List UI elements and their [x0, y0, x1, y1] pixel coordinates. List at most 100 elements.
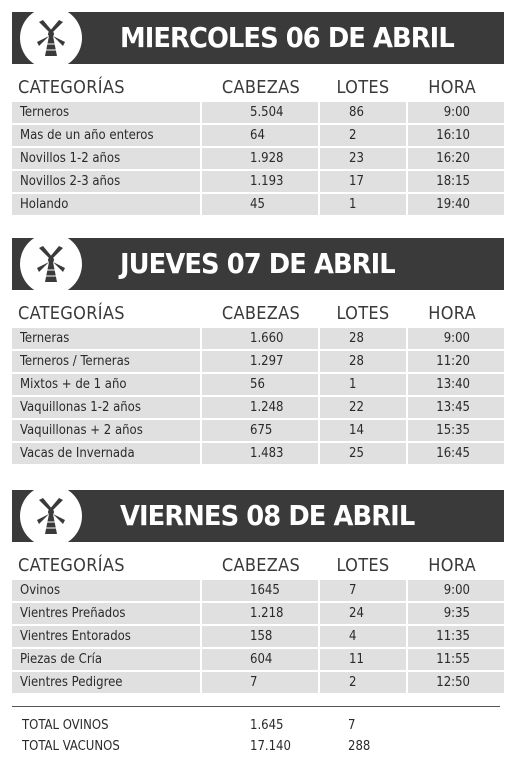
table-row: Vientres Pedigree 7 2 12:50 — [12, 672, 504, 693]
cell-categoria: Vaquillonas 1-2 años — [12, 397, 200, 418]
day-title: JUEVES 07 DE ABRIL — [120, 247, 396, 280]
cell-cabezas: 1.193 — [202, 171, 318, 192]
cell-categoria: Terneros — [12, 102, 200, 123]
cell-cabezas: 7 — [202, 672, 318, 693]
day-banner: MIERCOLES 06 DE ABRIL — [12, 7, 504, 69]
totals-section: TOTAL OVINOS 1.645 7 TOTAL VACUNOS 17.14… — [12, 706, 500, 757]
cell-cabezas: 1.660 — [202, 328, 318, 349]
cell-hora: 11:55 — [408, 649, 504, 670]
cell-hora: 16:20 — [408, 148, 504, 169]
windmill-icon — [20, 233, 82, 295]
table-header: CATEGORÍAS CABEZAS LOTES HORA — [12, 542, 504, 578]
cell-lotes: 2 — [320, 672, 406, 693]
cell-cabezas: 158 — [202, 626, 318, 647]
table-row: Vientres Entorados 158 4 11:35 — [12, 626, 504, 647]
cell-hora: 19:40 — [408, 194, 504, 215]
cell-categoria: Terneras — [12, 328, 200, 349]
cell-hora: 13:40 — [408, 374, 504, 395]
table-row: Holando 45 1 19:40 — [12, 194, 504, 215]
table-row: Mas de un año enteros 64 2 16:10 — [12, 125, 504, 146]
table-header: CATEGORÍAS CABEZAS LOTES HORA — [12, 64, 504, 100]
total-lotes: 288 — [348, 739, 371, 754]
cell-categoria: Mixtos + de 1 año — [12, 374, 200, 395]
cell-lotes: 1 — [320, 194, 406, 215]
cell-categoria: Vaquillonas + 2 años — [12, 420, 200, 441]
table-row: Novillos 1-2 años 1.928 23 16:20 — [12, 148, 504, 169]
header-hora: HORA — [428, 303, 476, 324]
cell-categoria: Holando — [12, 194, 200, 215]
cell-categoria: Novillos 1-2 años — [12, 148, 200, 169]
cell-cabezas: 1.297 — [202, 351, 318, 372]
table-row: Vaquillonas 1-2 años 1.248 22 13:45 — [12, 397, 504, 418]
cell-categoria: Ovinos — [12, 580, 200, 601]
header-categoria: CATEGORÍAS — [18, 303, 125, 324]
cell-cabezas: 64 — [202, 125, 318, 146]
cell-cabezas: 604 — [202, 649, 318, 670]
header-lotes: LOTES — [336, 77, 390, 98]
table-row: Terneros 5.504 86 9:00 — [12, 102, 504, 123]
day-banner: VIERNES 08 DE ABRIL — [12, 485, 504, 547]
cell-lotes: 24 — [320, 603, 406, 624]
cell-lotes: 14 — [320, 420, 406, 441]
cell-lotes: 25 — [320, 443, 406, 464]
cell-lotes: 86 — [320, 102, 406, 123]
day-section: VIERNES 08 DE ABRIL CATEGORÍAS CABEZAS LOTE… — [12, 485, 504, 693]
table-row: Vaquillonas + 2 años 675 14 15:35 — [12, 420, 504, 441]
cell-lotes: 17 — [320, 171, 406, 192]
cell-categoria: Mas de un año enteros — [12, 125, 200, 146]
table-row: Piezas de Cría 604 11 11:55 — [12, 649, 504, 670]
windmill-icon — [20, 485, 82, 547]
cell-hora: 11:20 — [408, 351, 504, 372]
total-cabezas: 17.140 — [250, 739, 291, 754]
cell-categoria: Piezas de Cría — [12, 649, 200, 670]
header-lotes: LOTES — [336, 303, 390, 324]
cell-hora: 9:35 — [408, 603, 504, 624]
day-banner: JUEVES 07 DE ABRIL — [12, 233, 504, 295]
table-row: Vientres Preñados 1.218 24 9:35 — [12, 603, 504, 624]
table-row: Novillos 2-3 años 1.193 17 18:15 — [12, 171, 504, 192]
cell-hora: 11:35 — [408, 626, 504, 647]
total-label: TOTAL VACUNOS — [22, 739, 120, 754]
header-hora: HORA — [428, 555, 476, 576]
cell-lotes: 2 — [320, 125, 406, 146]
day-section: MIERCOLES 06 DE ABRIL CATEGORÍAS CABEZAS LO… — [12, 7, 504, 215]
windmill-icon — [20, 7, 82, 69]
cell-lotes: 28 — [320, 351, 406, 372]
cell-cabezas: 1645 — [202, 580, 318, 601]
cell-hora: 16:10 — [408, 125, 504, 146]
cell-hora: 9:00 — [408, 580, 504, 601]
cell-hora: 12:50 — [408, 672, 504, 693]
cell-lotes: 7 — [320, 580, 406, 601]
header-cabezas: CABEZAS — [221, 555, 301, 576]
cell-categoria: Vientres Entorados — [12, 626, 200, 647]
cell-lotes: 4 — [320, 626, 406, 647]
total-row-ovinos: TOTAL OVINOS 1.645 7 — [12, 715, 500, 736]
table-row: Terneros / Terneras 1.297 28 11:20 — [12, 351, 504, 372]
cell-hora: 9:00 — [408, 102, 504, 123]
cell-hora: 18:15 — [408, 171, 504, 192]
cell-lotes: 1 — [320, 374, 406, 395]
cell-lotes: 28 — [320, 328, 406, 349]
cell-cabezas: 45 — [202, 194, 318, 215]
cell-categoria: Novillos 2-3 años — [12, 171, 200, 192]
cell-hora: 9:00 — [408, 328, 504, 349]
total-lotes: 7 — [348, 718, 356, 733]
cell-cabezas: 56 — [202, 374, 318, 395]
cell-hora: 16:45 — [408, 443, 504, 464]
header-cabezas: CABEZAS — [221, 77, 301, 98]
cell-categoria: Terneros / Terneras — [12, 351, 200, 372]
header-cabezas: CABEZAS — [221, 303, 301, 324]
table-row: Vacas de Invernada 1.483 25 16:45 — [12, 443, 504, 464]
table-row: Ovinos 1645 7 9:00 — [12, 580, 504, 601]
day-title: VIERNES 08 DE ABRIL — [120, 499, 415, 532]
header-hora: HORA — [428, 77, 476, 98]
cell-cabezas: 1.248 — [202, 397, 318, 418]
cell-cabezas: 1.218 — [202, 603, 318, 624]
cell-lotes: 11 — [320, 649, 406, 670]
cell-cabezas: 1.928 — [202, 148, 318, 169]
total-label: TOTAL OVINOS — [22, 718, 109, 733]
cell-categoria: Vientres Preñados — [12, 603, 200, 624]
total-cabezas: 1.645 — [250, 718, 284, 733]
day-title: MIERCOLES 06 DE ABRIL — [120, 21, 455, 54]
header-categoria: CATEGORÍAS — [18, 555, 125, 576]
